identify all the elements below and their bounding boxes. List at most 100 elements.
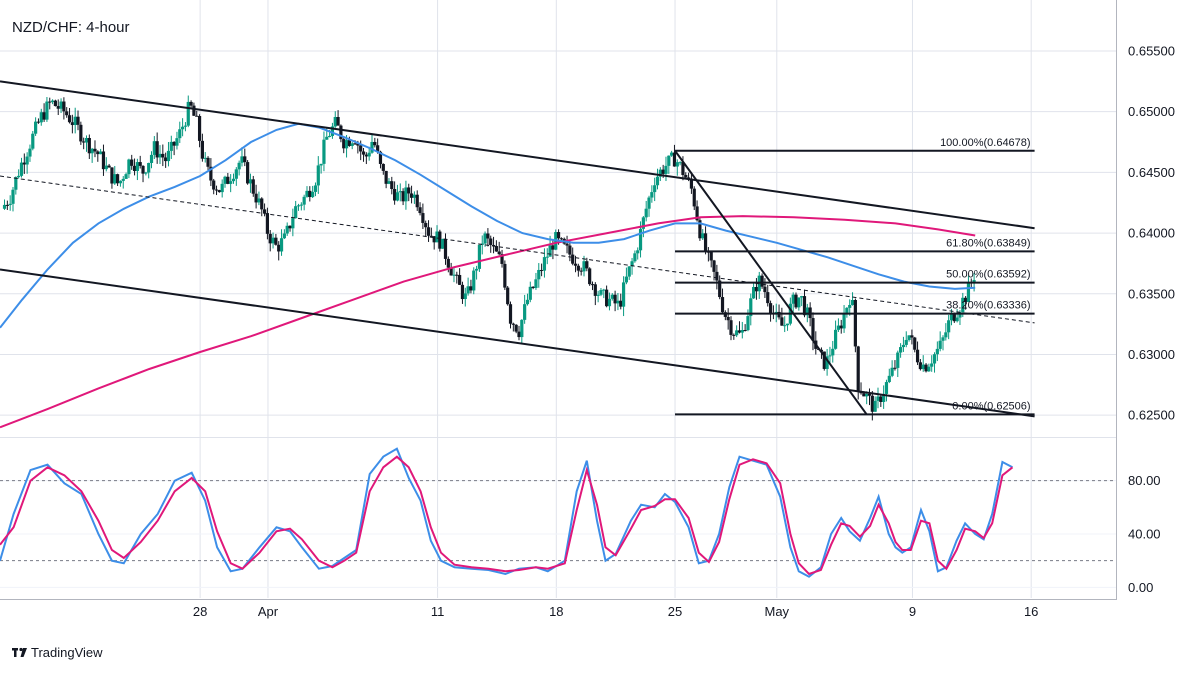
candle-body [653,185,657,193]
candle-body [882,393,886,402]
price-axis: 0.62500 0.63000 0.63500 0.64000 0.64500 0.650… [1128,43,1175,422]
candle-body [641,217,645,229]
candle [879,394,883,407]
candle-body [214,189,219,191]
candle [248,173,253,193]
candle-body [336,116,340,126]
candle [836,318,841,332]
candles-group [2,95,976,421]
candle [551,239,555,260]
candle [291,208,295,237]
candle-body [231,178,236,182]
candle-body [65,111,69,116]
candle-body [387,181,391,184]
candle-body [621,282,626,307]
candle-body [395,192,400,201]
candle [740,321,744,339]
candle [441,238,445,249]
candle [653,177,657,202]
candle-body [491,244,496,247]
moving-average-slow [0,215,976,429]
candle-body [438,231,442,249]
candle [845,307,849,318]
candle [31,130,35,151]
candle [483,231,487,247]
fib-level-label: 38.20%(0.63336) [946,300,1030,312]
stochastic-tick-label: 80.00 [1128,473,1161,488]
candle-body [833,329,838,349]
candle [299,202,303,211]
candle-body [373,141,377,146]
candle-body [650,192,654,198]
candle-body [469,286,473,291]
candle-body [890,367,894,376]
candle [212,178,216,195]
candle-body [76,116,80,125]
candle-body [302,196,306,205]
candle [107,163,111,168]
candle [73,107,77,134]
candle [178,121,182,144]
candle-body [325,136,329,140]
candle [429,227,433,238]
candle-body [181,126,185,130]
candle-body [684,174,688,178]
candle-body [887,375,891,383]
candle-body [548,245,552,257]
candle-body [542,257,547,271]
candle-body [14,177,18,190]
candle-body [356,143,360,146]
candle [455,271,459,284]
candle-body [90,148,94,154]
candle [508,301,513,329]
candle-body [161,153,165,158]
candle-body [127,159,131,175]
candle-body [783,325,787,327]
candle-body [627,266,631,277]
candle [927,363,931,372]
candle-body [192,105,196,116]
candle [715,264,719,290]
candle [670,150,674,157]
candle [424,220,428,237]
candle-body [178,129,182,139]
candle-body [715,271,719,281]
candle [743,324,747,332]
candle-body [800,296,804,298]
candle-body [737,330,742,333]
candle-body [435,231,439,243]
candle [115,173,120,186]
candle-body [924,364,928,372]
price-tick-label: 0.63500 [1128,286,1175,301]
candle-body [110,167,114,184]
candle-body [158,153,162,158]
candle-body [836,325,841,330]
candle-body [630,261,634,267]
candle-body [525,299,530,305]
candle [472,267,476,295]
candle-body [48,101,52,103]
candle [415,190,419,211]
candle-body [952,313,956,322]
candle-body [5,204,9,206]
candle-body [726,316,730,321]
channel-lower-line [0,268,1035,418]
candle [525,293,530,306]
candle [924,363,928,373]
candle [421,203,425,230]
channel-mid-line [0,175,1035,324]
price-tick-label: 0.65000 [1128,104,1175,119]
candle [655,168,660,190]
candle-body [619,300,623,307]
candle [474,265,479,280]
candle-body [754,286,759,292]
candle [141,165,145,183]
candle-body [39,112,43,123]
candle [319,163,323,174]
candle-body [915,349,920,363]
candle [118,180,123,187]
candle [164,152,168,168]
candle-body [279,238,284,252]
candle-body [899,347,903,353]
candle [831,340,835,363]
